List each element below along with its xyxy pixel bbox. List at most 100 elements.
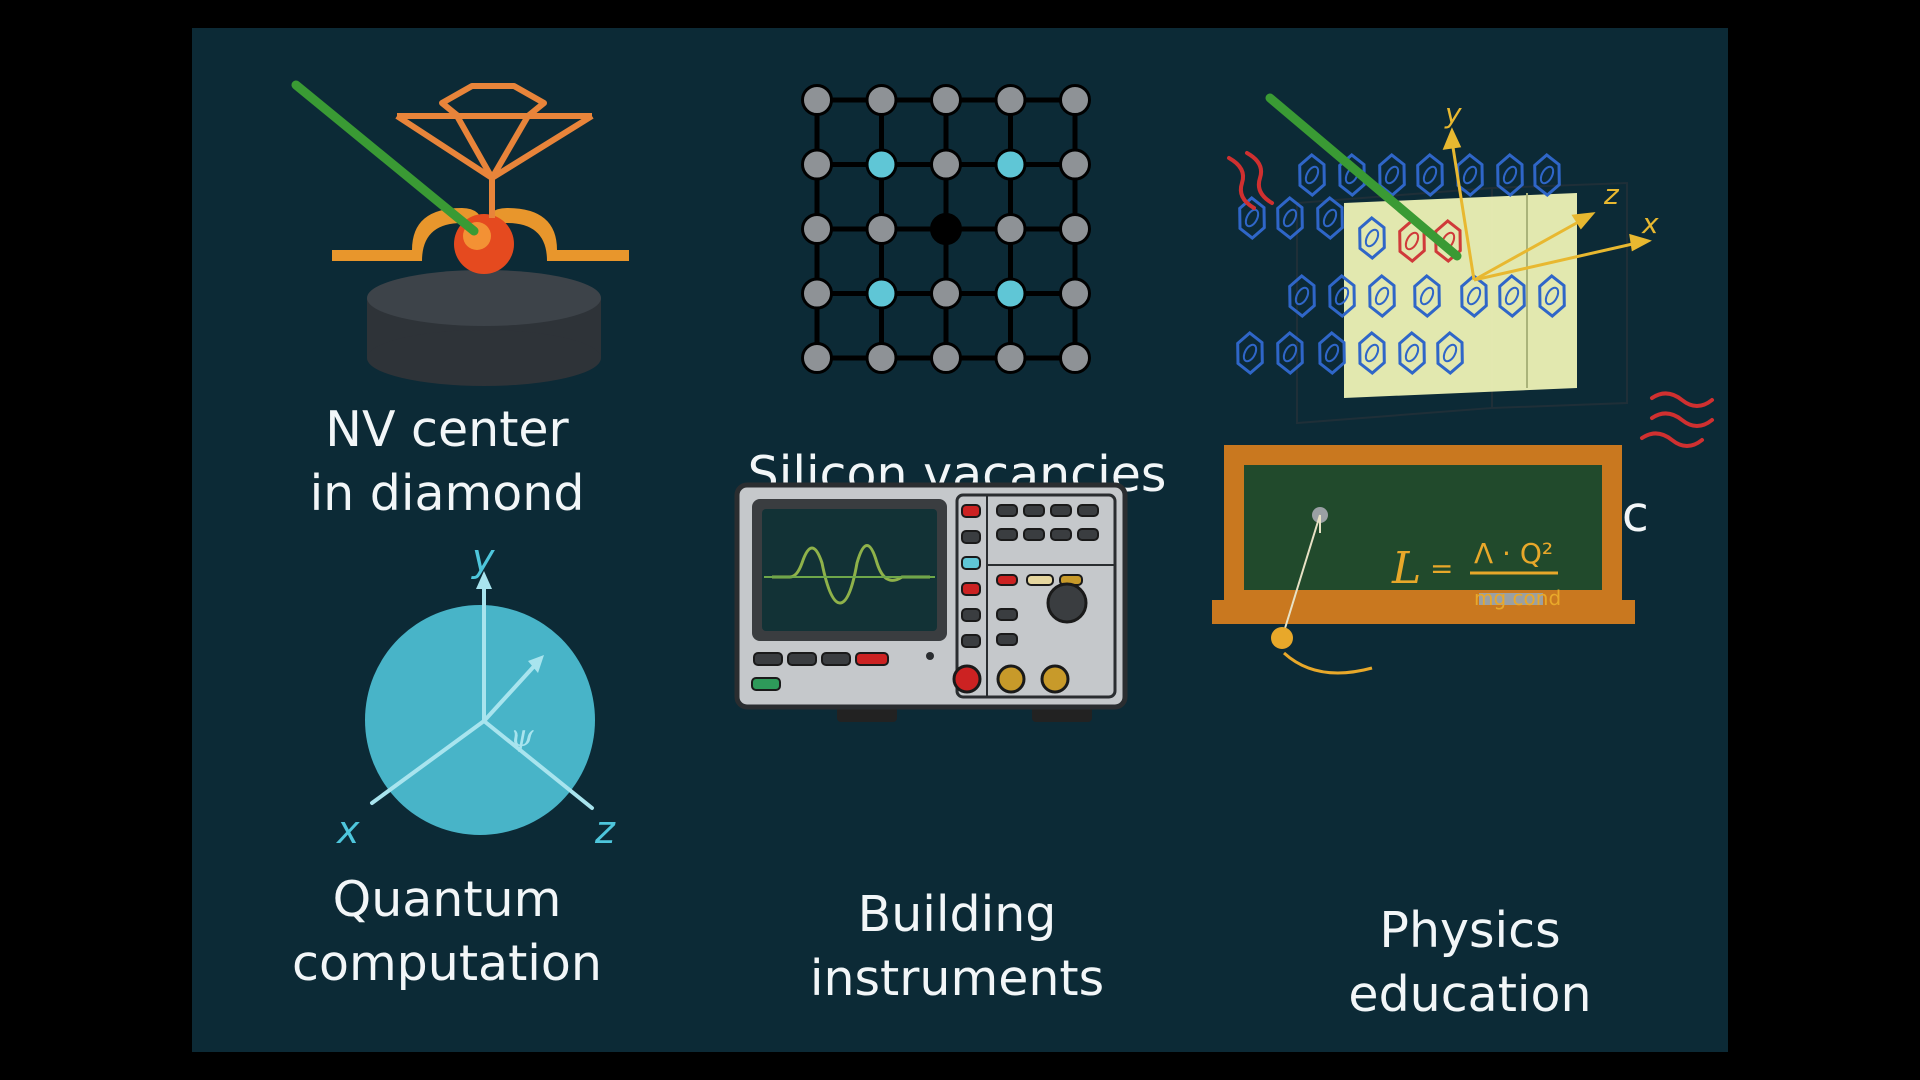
lattice-atom <box>865 277 898 310</box>
doped-crystal-illustration: y z x <box>1227 93 1714 448</box>
oscilloscope-button <box>1026 574 1054 586</box>
knob-icon <box>996 664 1026 694</box>
molecule-icon <box>1436 331 1464 375</box>
caption-line: instruments <box>809 950 1105 1007</box>
caption-line: Physics <box>1379 902 1561 959</box>
equation-numerator: Λ · Q² <box>1474 537 1553 570</box>
crystal-axis-y: y <box>1444 97 1462 130</box>
eraser <box>1479 593 1543 605</box>
molecule-icon <box>1538 274 1566 318</box>
molecule-icon <box>1298 153 1326 197</box>
oscilloscope-button <box>996 528 1018 541</box>
molecule-icon <box>1338 153 1366 197</box>
caption-line: education <box>1348 966 1592 1023</box>
lattice-atom <box>801 148 833 181</box>
molecule-icon <box>1288 274 1316 318</box>
oscilloscope-button <box>961 530 981 544</box>
caption-line: computation <box>292 935 602 992</box>
tile-education: L = Λ · Q² mg cond Physics education <box>1212 445 1728 1052</box>
lattice-atom <box>801 84 833 116</box>
oscilloscope-illustration <box>734 482 1128 722</box>
caption-instruments: Building instruments <box>702 883 1212 1011</box>
molecule-icon <box>1318 331 1346 375</box>
molecule-icon <box>1434 219 1462 263</box>
lattice-atom <box>1059 84 1091 116</box>
lattice-atom <box>801 277 833 310</box>
sphere <box>365 605 595 835</box>
caption-line: in diamond <box>309 465 585 522</box>
chalkboard-illustration: L = Λ · Q² mg cond <box>1212 445 1635 675</box>
bloch-sphere: y x z ψ <box>336 536 616 852</box>
oscilloscope-buttons <box>753 504 1099 666</box>
crystal-axis-z: z <box>1603 178 1620 211</box>
lattice-atom <box>994 213 1027 245</box>
lattice-atom <box>865 84 898 116</box>
molecule-icon <box>1413 274 1441 318</box>
molecule-icon <box>1276 196 1304 240</box>
lattice-atom <box>865 342 898 374</box>
laser-beam <box>1265 93 1462 261</box>
oscilloscope-button <box>996 633 1018 646</box>
molecule-icon <box>1378 153 1406 197</box>
caption-education: Physics education <box>1212 899 1728 1027</box>
oscilloscope-button <box>1023 528 1045 541</box>
knob-icon <box>1046 582 1088 624</box>
caption-line: Quantum <box>332 871 562 928</box>
axis-label-x: x <box>336 808 360 852</box>
nv-center-illustration <box>291 80 629 386</box>
lattice-atom <box>930 342 962 374</box>
lattice-atom <box>994 277 1027 310</box>
oscilloscope-button <box>961 634 981 648</box>
caption-line: NV center <box>325 401 569 458</box>
molecule-icon <box>1456 153 1484 197</box>
equation-denominator: mg cond <box>1474 586 1561 610</box>
molecule-icon <box>1236 331 1264 375</box>
lattice-atom <box>930 84 962 116</box>
molecule-icon <box>1368 274 1396 318</box>
axis-label-y: y <box>471 536 495 580</box>
tile-instruments: Building instruments <box>702 482 1212 1052</box>
equation-lhs: L <box>1391 543 1421 594</box>
vacancy-site <box>930 213 962 245</box>
lattice-atom <box>930 148 962 181</box>
oscilloscope-button <box>996 608 1018 621</box>
molecule-group <box>1236 153 1566 375</box>
tile-quantum: y x z ψ Quantum computation <box>192 536 702 1052</box>
oscilloscope-button <box>996 574 1018 586</box>
tile-doped-crystal: y z x Doped organic crystal <box>1212 28 1728 607</box>
caption-quantum: Quantum computation <box>192 868 702 996</box>
molecule-icon <box>1416 153 1444 197</box>
lattice-atom <box>994 84 1027 116</box>
molecule-icon <box>1358 216 1386 260</box>
oscilloscope-button <box>1077 528 1099 541</box>
oscilloscope-button <box>961 556 981 570</box>
molecule-icon <box>1328 274 1356 318</box>
axis-label-z: z <box>594 808 616 852</box>
molecule-icon <box>1498 274 1526 318</box>
crystal-axis-x: x <box>1641 207 1659 240</box>
knob-icon <box>1040 664 1070 694</box>
equation-equals: = <box>1430 552 1453 585</box>
oscilloscope-button <box>821 652 851 666</box>
oscilloscope-button <box>855 652 889 666</box>
molecule-icon <box>1398 331 1426 375</box>
tile-silicon-vacancies: Silicon vacancies in SiC <box>702 28 1212 567</box>
molecule-icon <box>1358 331 1386 375</box>
sic-lattice <box>801 84 1091 374</box>
oscilloscope-button <box>787 652 817 666</box>
oscilloscope-button <box>961 582 981 596</box>
lattice-atom <box>930 277 962 310</box>
oscilloscope-button <box>753 652 783 666</box>
lattice-atom <box>1059 213 1091 245</box>
oscilloscope-button <box>1050 504 1072 517</box>
oscilloscope-button <box>961 608 981 622</box>
molecule-icon <box>1316 196 1344 240</box>
caption-line: Building <box>857 886 1057 943</box>
molecule-icon <box>1276 331 1304 375</box>
molecule-icon <box>1460 274 1488 318</box>
knob-icon <box>952 664 982 694</box>
oscilloscope-button <box>961 504 981 518</box>
lattice-atom <box>801 213 833 245</box>
molecule-icon <box>1238 196 1266 240</box>
molecule-icon <box>1496 153 1524 197</box>
